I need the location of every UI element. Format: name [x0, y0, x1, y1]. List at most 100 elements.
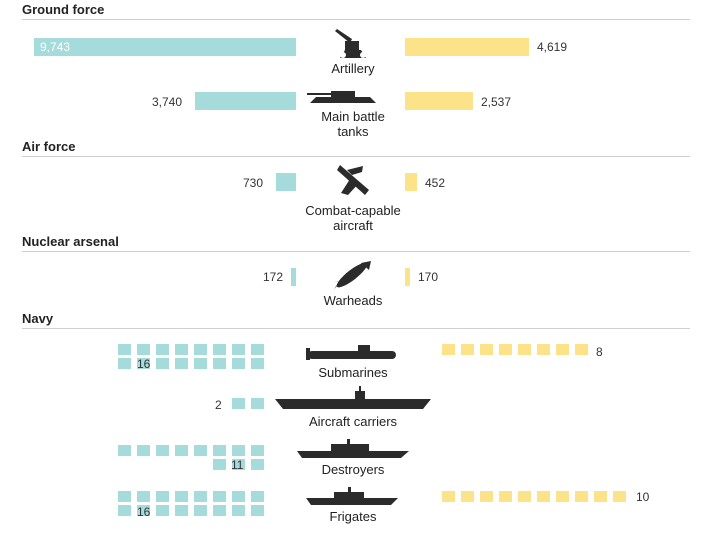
unit-square — [232, 459, 245, 470]
unit-square — [213, 358, 226, 369]
unit-square — [194, 358, 207, 369]
bar-left-tanks — [195, 92, 296, 110]
unit-square — [251, 398, 264, 409]
unit-square — [480, 344, 493, 355]
unit-square — [575, 491, 588, 502]
unit-square — [499, 344, 512, 355]
unit-square — [213, 459, 226, 470]
unit-square — [613, 491, 626, 502]
unit-square — [442, 344, 455, 355]
label-carriers: Aircraft carriers — [308, 414, 398, 429]
aircraft-carrier-icon — [275, 386, 431, 409]
unit-square — [118, 344, 131, 355]
destroyer-icon — [297, 439, 409, 458]
unit-square — [118, 358, 131, 369]
unit-square — [575, 344, 588, 355]
section-title-ground-force: Ground force — [22, 2, 105, 17]
unit-square — [232, 491, 245, 502]
unit-square — [232, 445, 245, 456]
bar-right-tanks — [405, 92, 473, 110]
unit-square — [480, 491, 493, 502]
label-destroyers: Destroyers — [321, 462, 385, 477]
unit-square — [213, 344, 226, 355]
unit-square — [213, 491, 226, 502]
section-rule — [22, 251, 690, 252]
value-right-frigates: 10 — [636, 490, 650, 504]
unit-square — [232, 505, 245, 516]
label-submarines: Submarines — [318, 365, 388, 380]
label-tanks: Main battle tanks — [321, 109, 385, 139]
unit-square — [556, 491, 569, 502]
unit-square — [137, 491, 150, 502]
unit-square — [118, 505, 131, 516]
section-rule — [22, 328, 690, 329]
unit-square — [175, 358, 188, 369]
section-rule — [22, 156, 690, 157]
unit-square — [251, 491, 264, 502]
value-left-destroyers: 11 — [231, 458, 244, 472]
bar-left-warheads — [291, 268, 296, 286]
section-rule — [22, 19, 690, 20]
unit-square — [156, 344, 169, 355]
unit-square — [594, 491, 607, 502]
unit-square — [175, 445, 188, 456]
unit-square — [251, 445, 264, 456]
bar-left-artillery — [34, 38, 296, 56]
unit-square — [232, 358, 245, 369]
value-right-warheads: 170 — [418, 270, 439, 284]
unit-square — [213, 505, 226, 516]
unit-square — [518, 344, 531, 355]
frigate-icon — [306, 487, 398, 505]
value-left-carriers: 2 — [215, 398, 222, 412]
value-right-submarines: 8 — [596, 345, 603, 359]
value-left-submarines: 16 — [137, 357, 151, 371]
unit-square — [251, 505, 264, 516]
unit-square — [518, 491, 531, 502]
unit-square — [537, 344, 550, 355]
unit-square — [156, 491, 169, 502]
unit-square — [118, 445, 131, 456]
value-left-warheads: 172 — [263, 270, 284, 284]
jet-icon — [337, 165, 369, 195]
label-aircraft: Combat-capable aircraft — [305, 203, 401, 233]
value-right-tanks: 2,537 — [481, 95, 512, 109]
value-right-aircraft: 452 — [425, 176, 446, 190]
label-artillery: Artillery — [331, 61, 375, 76]
label-warheads: Warheads — [323, 293, 383, 308]
value-right-artillery: 4,619 — [537, 40, 568, 54]
unit-square — [137, 344, 150, 355]
unit-square — [118, 491, 131, 502]
value-left-tanks: 3,740 — [152, 95, 183, 109]
warhead-icon — [334, 261, 371, 289]
unit-square — [194, 445, 207, 456]
submarine-icon — [306, 345, 396, 360]
unit-square — [461, 344, 474, 355]
bar-right-warheads — [405, 268, 410, 286]
artillery-icon — [335, 29, 366, 58]
unit-square — [137, 358, 150, 369]
value-left-aircraft: 730 — [243, 176, 264, 190]
unit-square — [556, 344, 569, 355]
unit-square — [175, 505, 188, 516]
unit-square — [156, 445, 169, 456]
unit-square — [175, 491, 188, 502]
unit-square — [194, 491, 207, 502]
section-title-navy: Navy — [22, 311, 54, 326]
tank-icon — [307, 91, 376, 103]
unit-square — [213, 445, 226, 456]
unit-square — [156, 505, 169, 516]
unit-square — [232, 398, 245, 409]
bar-right-aircraft — [405, 173, 417, 191]
value-left-artillery: 9,743 — [40, 40, 71, 54]
unit-square — [232, 344, 245, 355]
unit-square — [137, 505, 150, 516]
unit-square — [537, 491, 550, 502]
value-left-frigates: 16 — [137, 505, 151, 519]
unit-square — [499, 491, 512, 502]
unit-square — [251, 459, 264, 470]
unit-square — [194, 505, 207, 516]
unit-square — [175, 344, 188, 355]
unit-square — [156, 358, 169, 369]
bar-right-artillery — [405, 38, 529, 56]
section-title-air-force: Air force — [22, 139, 76, 154]
